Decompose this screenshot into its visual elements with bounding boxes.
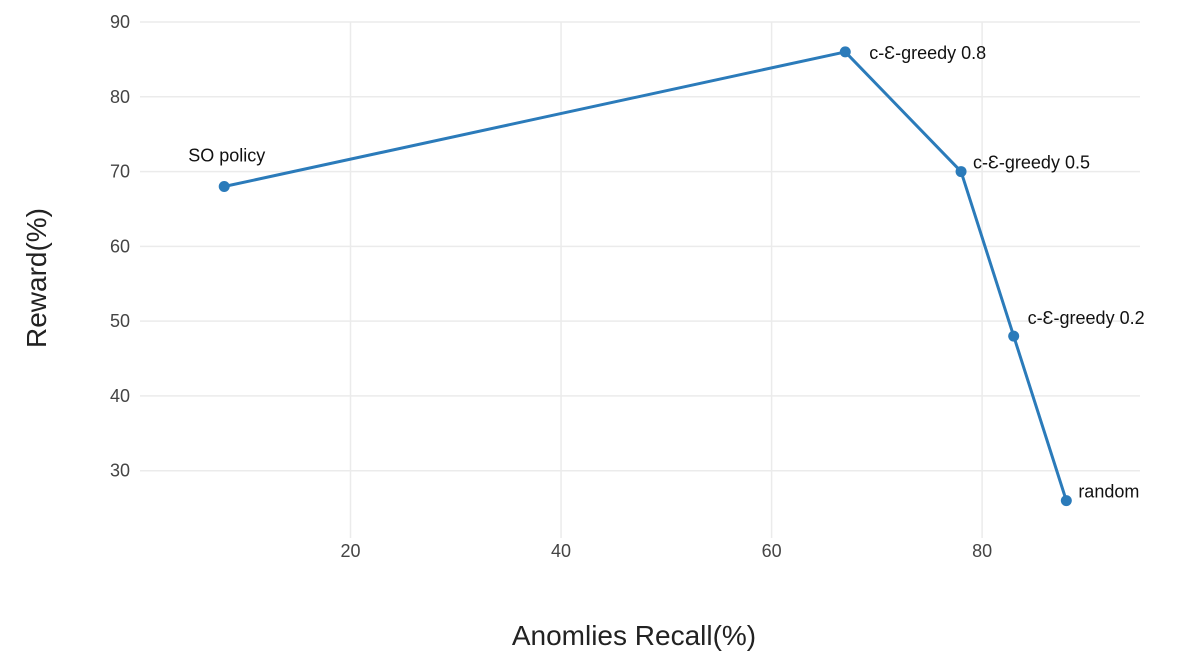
point-label: c-Ɛ-greedy 0.2 [1028,308,1145,328]
point-label: c-Ɛ-greedy 0.8 [869,43,986,63]
x-axis-ticks: 20 40 60 80 [341,541,993,561]
x-tick-label: 20 [341,541,361,561]
data-point [1008,330,1020,342]
y-tick-label: 40 [110,386,130,406]
y-axis-title: Reward(%) [21,208,52,348]
point-label: random [1078,482,1139,502]
data-point [955,166,967,178]
y-tick-label: 30 [110,461,130,481]
data-point [218,181,230,193]
grid [140,21,1140,538]
series-layer [218,46,1072,507]
x-tick-label: 80 [972,541,992,561]
y-tick-label: 60 [110,236,130,256]
y-tick-label: 70 [110,162,130,182]
x-tick-label: 40 [551,541,571,561]
y-axis-ticks: 30 40 50 60 70 80 90 [110,12,130,481]
point-labels: SO policy c-Ɛ-greedy 0.8 c-Ɛ-greedy 0.5 c-Ɛ… [188,43,1144,502]
point-label: SO policy [188,146,265,166]
point-label: c-Ɛ-greedy 0.5 [973,153,1090,173]
x-tick-label: 60 [762,541,782,561]
data-point [839,46,851,58]
data-point [1060,495,1072,507]
y-tick-label: 90 [110,12,130,32]
y-tick-label: 50 [110,311,130,331]
y-tick-label: 80 [110,87,130,107]
x-axis-title: Anomlies Recall(%) [512,620,756,651]
